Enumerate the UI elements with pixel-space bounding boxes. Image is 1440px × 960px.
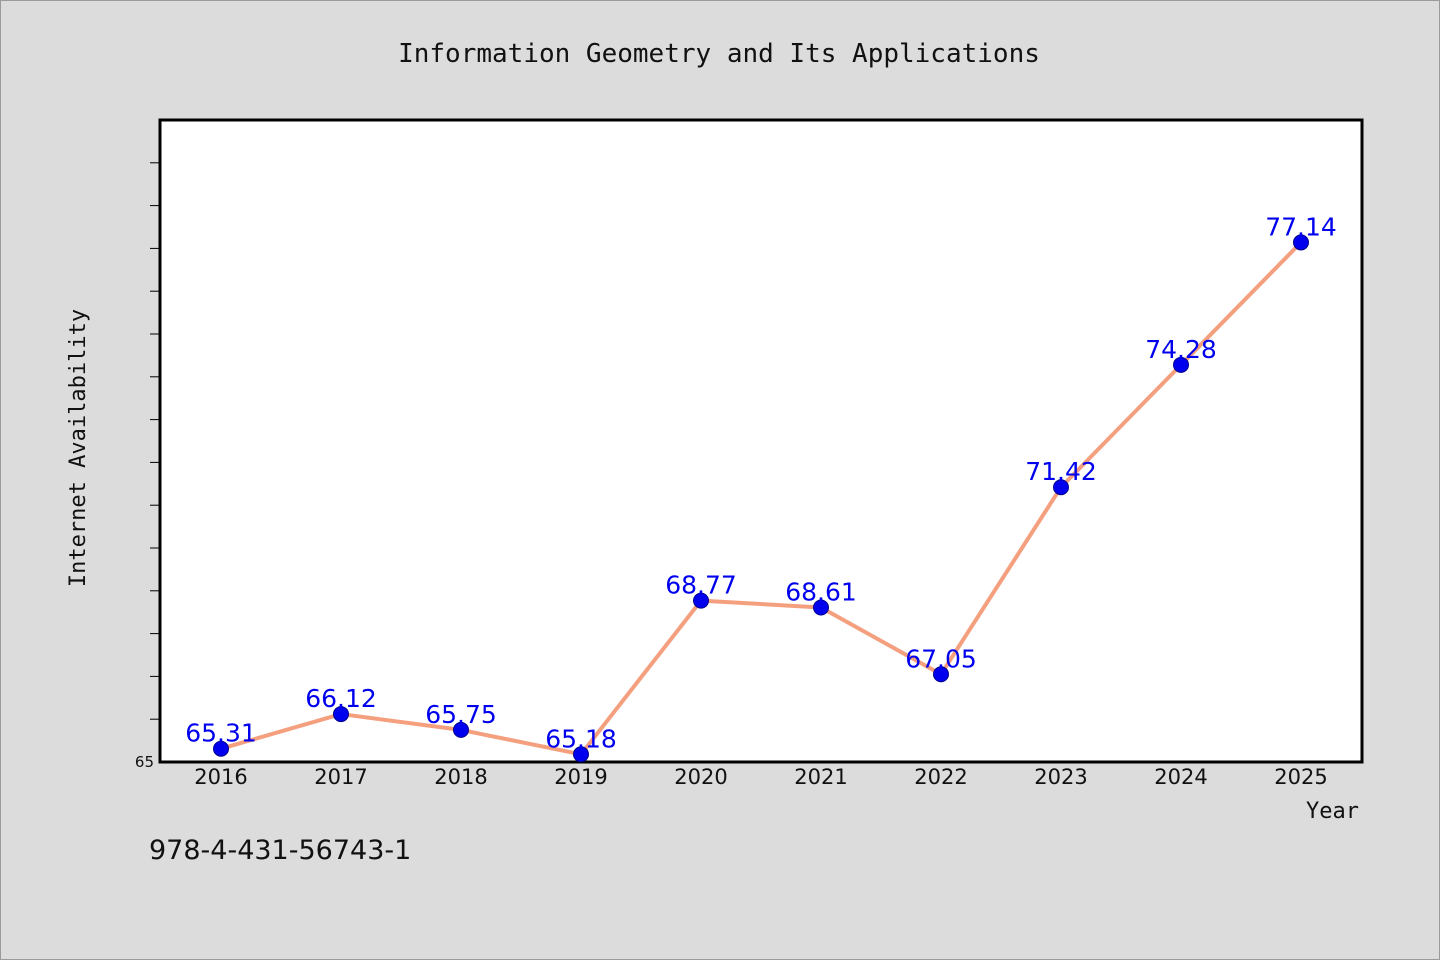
- isbn-footer: 978-4-431-56743-1: [149, 835, 412, 866]
- plot-area: [158, 118, 1364, 764]
- data-label-2018: 65.75: [425, 700, 497, 729]
- data-label-2016: 65.31: [185, 719, 257, 748]
- data-label-2022: 67.05: [905, 644, 977, 673]
- series-line: [220, 241, 1303, 757]
- chart-title: Information Geometry and Its Application…: [398, 39, 1040, 69]
- y-axis-ticks: 65: [135, 162, 160, 771]
- data-label-2023: 71.42: [1025, 457, 1097, 486]
- x-tick-label-2025: 2025: [1274, 765, 1327, 789]
- x-tick-label-2024: 2024: [1154, 765, 1207, 789]
- x-tick-label-2022: 2022: [914, 765, 967, 789]
- x-tick-label-2021: 2021: [794, 765, 847, 789]
- data-point-2024: [1173, 356, 1189, 373]
- data-point-2023: [1053, 479, 1069, 496]
- data-label-2025: 77.14: [1265, 212, 1337, 241]
- data-point-2016: [213, 740, 229, 757]
- data-markers: [213, 234, 1309, 763]
- data-point-2020: [693, 592, 709, 609]
- y-axis-label: Internet Availability: [66, 309, 91, 587]
- data-label-2017: 66.12: [305, 684, 377, 713]
- data-labels: 65.31 66.12 65.75 65.18 68.77 68.61 67.05 71.42…: [185, 212, 1337, 753]
- x-tick-label-2016: 2016: [194, 765, 247, 789]
- x-tick-label-2018: 2018: [434, 765, 487, 789]
- data-point-2021: [813, 599, 829, 616]
- x-tick-label-2019: 2019: [554, 765, 607, 789]
- data-point-2017: [333, 706, 349, 723]
- x-tick-label-2020: 2020: [674, 765, 727, 789]
- data-point-2019: [573, 746, 589, 763]
- data-label-2020: 68.77: [665, 571, 737, 600]
- data-label-2024: 74.28: [1145, 335, 1217, 364]
- data-label-2019: 65.18: [545, 724, 617, 753]
- x-tick-label-2023: 2023: [1034, 765, 1087, 789]
- data-label-2021: 68.61: [785, 577, 857, 606]
- x-axis-label: Year: [1306, 799, 1359, 824]
- data-point-2022: [933, 666, 949, 683]
- x-tick-label-2017: 2017: [314, 765, 367, 789]
- y-tick-label: 65: [135, 753, 154, 771]
- data-point-2025: [1293, 234, 1309, 251]
- x-axis-tick-labels: 2016 2017 2018 2019 2020 2021 2022 2023 2024 2025: [194, 765, 1327, 789]
- data-point-2018: [453, 721, 469, 738]
